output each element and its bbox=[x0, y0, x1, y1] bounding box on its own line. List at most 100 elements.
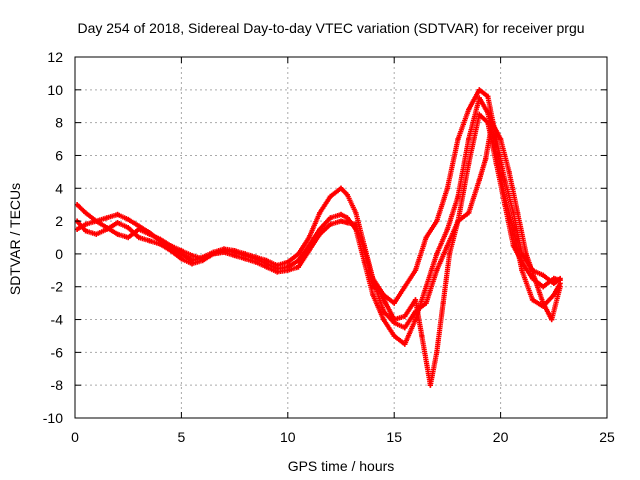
data-point bbox=[510, 226, 516, 232]
data-point bbox=[338, 185, 344, 191]
data-point bbox=[125, 234, 131, 241]
data-point bbox=[423, 300, 429, 306]
data-point bbox=[540, 300, 546, 306]
data-point bbox=[344, 215, 350, 221]
data-point bbox=[306, 234, 312, 241]
data-point bbox=[391, 316, 397, 323]
data-point bbox=[338, 211, 344, 218]
data-point bbox=[483, 156, 489, 162]
y-tick-label: 4 bbox=[55, 180, 63, 196]
data-point bbox=[93, 231, 99, 237]
data-point bbox=[285, 259, 291, 265]
data-point bbox=[146, 231, 153, 237]
y-tick-label: 2 bbox=[55, 213, 63, 229]
data-point bbox=[380, 308, 387, 314]
data-point bbox=[327, 215, 333, 221]
data-point bbox=[157, 236, 163, 242]
data-point bbox=[412, 297, 419, 303]
data-point bbox=[485, 110, 491, 116]
data-point bbox=[540, 272, 546, 278]
data-point bbox=[423, 284, 429, 290]
data-point bbox=[285, 267, 291, 273]
data-point bbox=[489, 120, 495, 126]
data-point bbox=[476, 177, 482, 183]
data-point bbox=[402, 325, 408, 331]
data-point bbox=[427, 382, 433, 388]
data-point bbox=[419, 333, 425, 339]
data-point bbox=[485, 93, 491, 99]
data-point bbox=[361, 248, 368, 254]
data-point bbox=[317, 231, 323, 237]
data-point bbox=[168, 248, 174, 254]
x-axis-label: GPS time / hours bbox=[288, 458, 395, 474]
axis-ticks: 0 5 10 15 20 25 -10 -8 -6 -4 -2 0 2 4 6 8 10 12 bbox=[43, 49, 615, 445]
data-point bbox=[253, 259, 259, 265]
data-point bbox=[557, 277, 563, 283]
data-point bbox=[178, 248, 184, 254]
data-point bbox=[189, 252, 195, 259]
data-point bbox=[551, 280, 557, 287]
x-tick-label: 5 bbox=[178, 429, 186, 445]
data-point bbox=[83, 228, 89, 234]
x-tick-label: 20 bbox=[493, 429, 509, 445]
data-point bbox=[221, 249, 227, 255]
data-point bbox=[114, 211, 121, 218]
data-point bbox=[493, 161, 499, 167]
series-track-4 bbox=[366, 120, 563, 388]
plot-frame bbox=[74, 56, 608, 419]
data-point bbox=[502, 202, 508, 208]
data-point bbox=[317, 226, 323, 232]
data-point bbox=[93, 218, 99, 224]
data-point bbox=[523, 251, 529, 257]
data-point bbox=[168, 243, 174, 249]
data-point bbox=[476, 111, 482, 118]
data-point bbox=[189, 261, 195, 267]
data-point bbox=[376, 287, 382, 293]
y-tick-label: -4 bbox=[51, 312, 64, 328]
data-point bbox=[306, 248, 312, 254]
data-point bbox=[353, 210, 359, 216]
data-point bbox=[232, 252, 238, 259]
y-tick-label: 12 bbox=[47, 49, 63, 65]
data-point bbox=[380, 316, 387, 323]
data-point bbox=[242, 256, 248, 262]
data-point bbox=[434, 251, 440, 257]
data-point bbox=[412, 267, 419, 273]
data-point bbox=[549, 316, 555, 323]
data-point bbox=[532, 275, 538, 282]
data-point bbox=[83, 210, 89, 216]
data-point bbox=[370, 284, 376, 290]
data-layer bbox=[74, 87, 563, 388]
data-point bbox=[551, 292, 557, 298]
data-point bbox=[466, 136, 472, 142]
data-point bbox=[263, 264, 270, 270]
data-point bbox=[402, 284, 408, 290]
y-tick-label: -2 bbox=[51, 279, 64, 295]
data-point bbox=[440, 300, 446, 306]
data-point bbox=[446, 251, 453, 257]
y-tick-label: -8 bbox=[51, 377, 64, 393]
data-point bbox=[391, 300, 397, 306]
data-point bbox=[327, 193, 333, 200]
data-point bbox=[455, 218, 461, 224]
data-point bbox=[502, 177, 508, 183]
data-point bbox=[434, 349, 440, 355]
y-tick-label: -6 bbox=[51, 344, 64, 360]
x-tick-label: 25 bbox=[599, 429, 615, 445]
data-point bbox=[434, 218, 440, 224]
data-point bbox=[83, 221, 89, 227]
y-tick-label: 8 bbox=[55, 115, 63, 131]
data-point bbox=[476, 87, 482, 93]
data-point bbox=[510, 243, 516, 249]
x-tick-label: 0 bbox=[71, 429, 79, 445]
data-point bbox=[353, 221, 359, 227]
data-point bbox=[519, 259, 525, 265]
data-point bbox=[519, 267, 525, 273]
data-point bbox=[551, 275, 557, 282]
data-point bbox=[104, 226, 110, 232]
data-point bbox=[402, 341, 408, 347]
y-tick-label: 6 bbox=[55, 147, 63, 163]
data-point bbox=[466, 210, 472, 216]
